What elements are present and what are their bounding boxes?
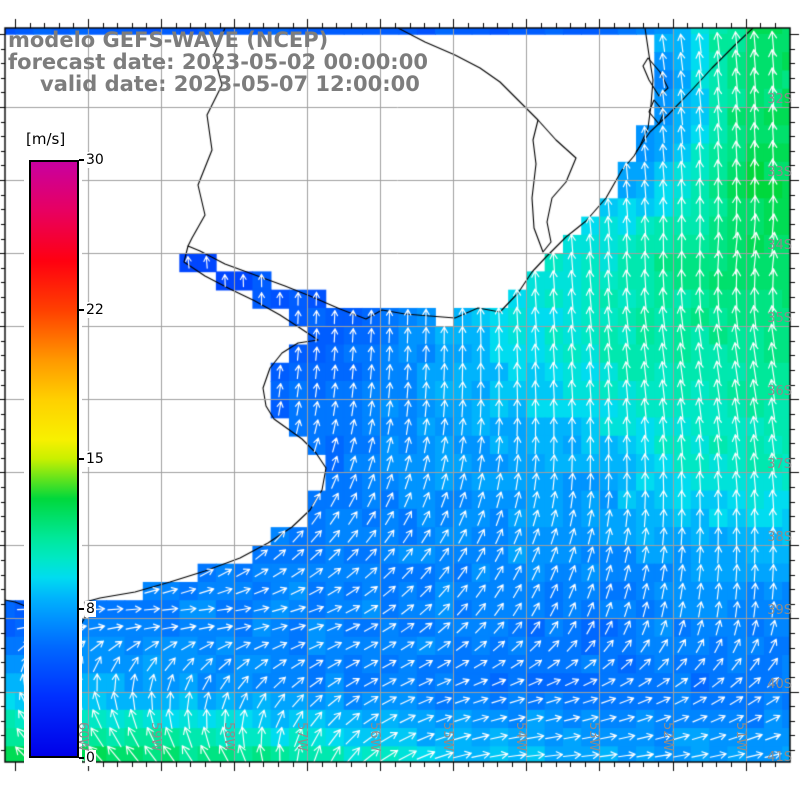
longitude-label: 55W [440, 722, 456, 752]
longitude-label: 57W [294, 722, 310, 752]
colorbar-tick-label: 15 [85, 451, 105, 467]
wind-speed-colorbar: [m/s] 30 22 15 8 0 [24, 130, 114, 780]
longitude-label: 52W [659, 722, 675, 752]
colorbar-unit-label: [m/s] [26, 130, 66, 148]
latitude-label: 38S [767, 530, 792, 546]
latitude-label: 33S [767, 165, 792, 181]
longitude-label: 53W [586, 722, 602, 752]
valid-date-label: valid date: 2023-05-07 12:00:00 [40, 72, 420, 96]
colorbar-tick [79, 757, 84, 759]
latitude-label: 37S [767, 457, 792, 473]
latitude-label: 40S [767, 676, 792, 692]
colorbar-tick [79, 308, 84, 311]
colorbar-tick [79, 458, 84, 460]
longitude-label: 56W [367, 722, 383, 752]
latitude-label: 32S [767, 92, 792, 107]
longitude-label: 59W [148, 722, 164, 752]
longitude-label: 54W [513, 722, 529, 752]
latitude-label: 36S [767, 384, 792, 400]
latitude-label: 41S [767, 749, 792, 765]
colorbar-gradient [29, 160, 79, 758]
latitude-label: 39S [767, 603, 792, 619]
latitude-label: 34S [767, 238, 792, 254]
longitude-label: 60W [75, 722, 90, 752]
longitude-label: 51W [732, 722, 748, 752]
colorbar-tick [79, 607, 84, 610]
colorbar-tick-label: 0 [85, 750, 96, 766]
latitude-label: 35S [767, 311, 792, 327]
model-title: modelo GEFS-WAVE (NCEP) [8, 28, 329, 52]
colorbar-tick-label: 30 [85, 152, 105, 168]
longitude-label: 58W [221, 722, 237, 752]
forecast-date-label: forecast date: 2023-05-02 00:00:00 [8, 50, 428, 74]
colorbar-tick-label: 8 [85, 600, 96, 617]
colorbar-tick-label: 22 [85, 301, 105, 318]
colorbar-tick [79, 159, 84, 161]
